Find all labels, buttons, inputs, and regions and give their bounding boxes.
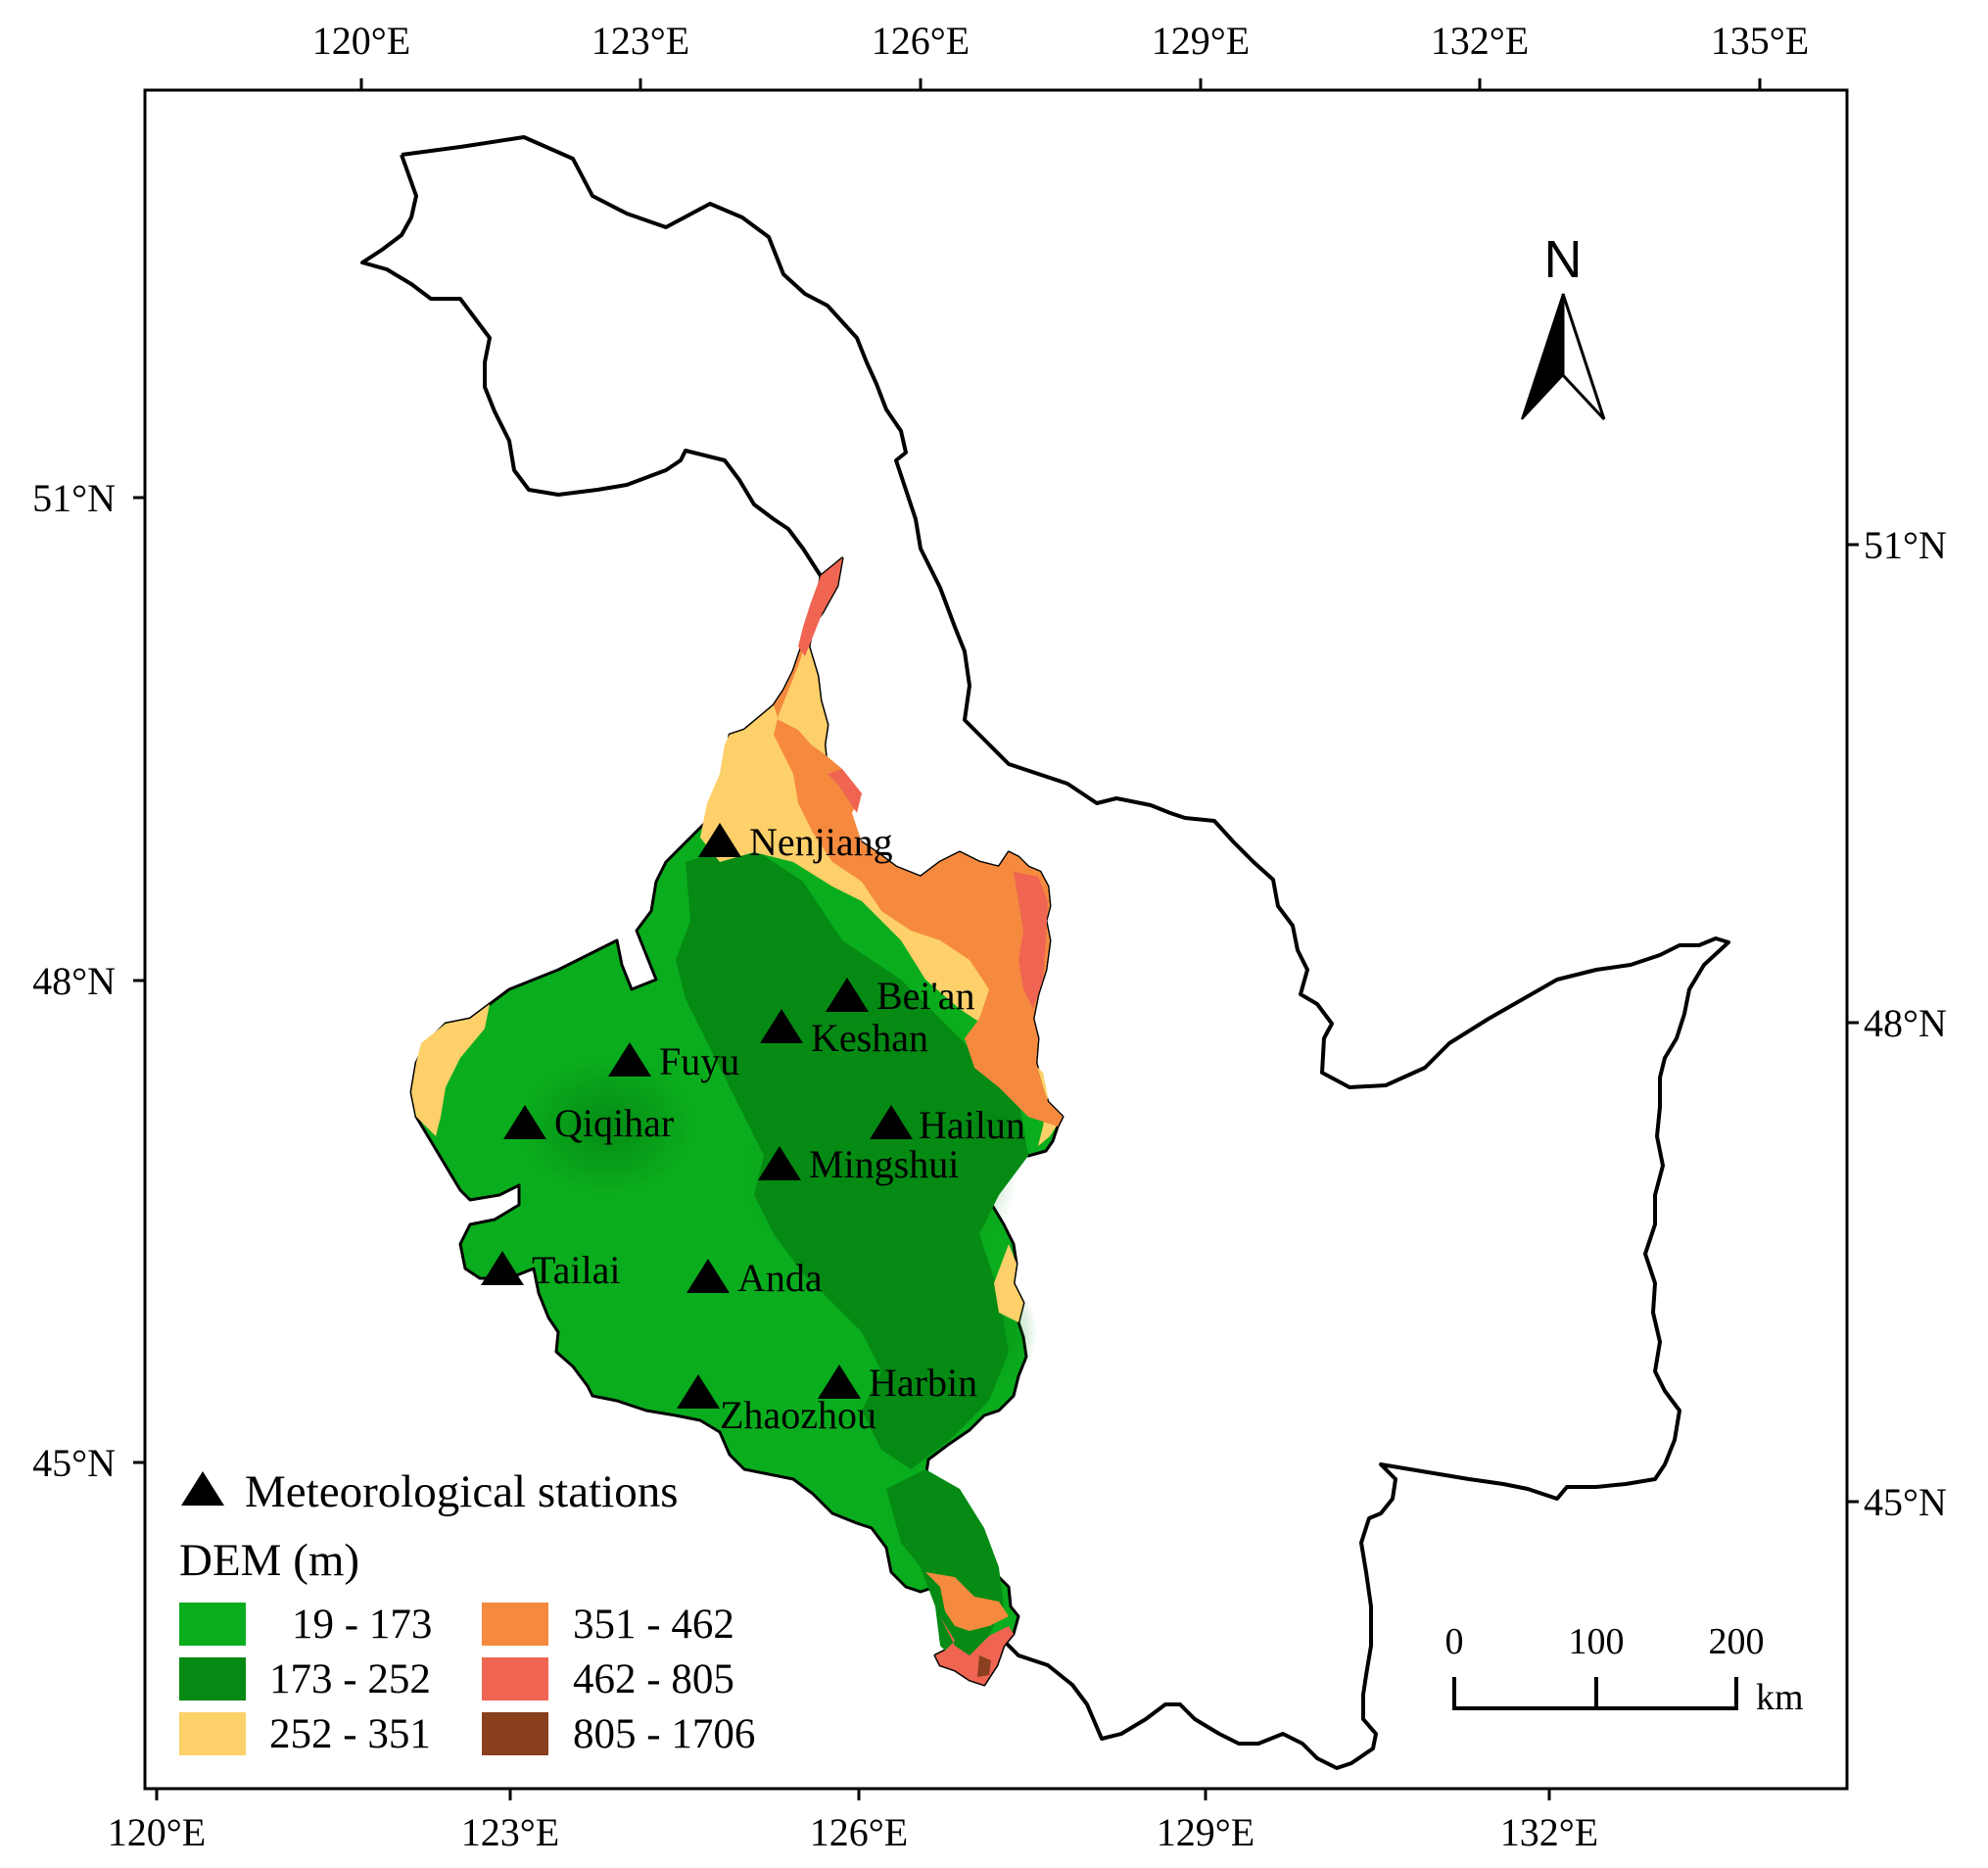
dem-class-805-1706: [977, 1655, 991, 1677]
legend-class-label: 462 - 805: [573, 1656, 734, 1702]
left-latitude-labels: 51°N 48°N 45°N: [32, 476, 116, 1485]
station-marker: [826, 978, 869, 1012]
station-label: Mingshui: [809, 1142, 959, 1186]
station-label: Bei'an: [876, 974, 975, 1018]
lat-label-left: 48°N: [32, 959, 116, 1003]
legend-class-label: 19 - 173: [292, 1602, 432, 1648]
lat-label-right: 48°N: [1864, 1001, 1947, 1045]
station-hailun[interactable]: Hailun: [870, 1103, 1025, 1147]
station-label: Tailai: [532, 1248, 621, 1292]
station-marker: [870, 1105, 913, 1139]
station-marker: [503, 1105, 546, 1139]
lon-label-top: 120°E: [312, 19, 410, 63]
dem-class-252-351-west: [411, 1004, 490, 1136]
dem-class-462-805-east: [1014, 872, 1048, 1009]
lon-label-top: 135°E: [1711, 19, 1809, 63]
station-marker: [608, 1042, 651, 1077]
right-latitude-labels: 51°N 48°N 45°N: [1864, 523, 1947, 1524]
lat-label-left: 45°N: [32, 1441, 116, 1485]
map-frame: [143, 88, 1849, 1791]
lat-label-right: 51°N: [1864, 523, 1947, 567]
dem-class-252-351-east: [994, 1244, 1023, 1322]
station-label: Qiqihar: [554, 1101, 674, 1145]
north-arrow-label: N: [1544, 230, 1583, 289]
dem-class-351-462: [774, 558, 1063, 1126]
station-marker: [481, 1251, 524, 1285]
province-boundary: [401, 135, 1730, 1770]
scale-label: 100: [1569, 1621, 1625, 1662]
station-qiqihar[interactable]: Qiqihar: [503, 1101, 674, 1145]
station-zhaozhou[interactable]: Zhaozhou: [677, 1374, 876, 1437]
lon-label-top: 123°E: [592, 19, 689, 63]
frame-ticks: [133, 78, 1859, 1800]
station-label: Zhaozhou: [720, 1393, 876, 1437]
station-mingshui[interactable]: Mingshui: [758, 1142, 959, 1186]
dem-class-252-351: [700, 558, 1063, 1146]
station-nenjiang[interactable]: Nenjiang: [698, 820, 893, 864]
lat-label-right: 45°N: [1864, 1480, 1947, 1524]
north-arrow-left-half: [1521, 293, 1564, 420]
lon-label-bottom: 129°E: [1157, 1810, 1254, 1854]
station-label: Fuyu: [659, 1039, 739, 1083]
stations-layer: Nenjiang Bei'an Keshan Fuyu Qiqihar Hail…: [481, 820, 1025, 1437]
study-area: [409, 556, 1065, 1687]
province-boundary-west: [360, 154, 823, 578]
station-keshan[interactable]: Keshan: [760, 1009, 928, 1060]
lon-label-bottom: 120°E: [108, 1810, 206, 1854]
legend-swatch: [179, 1712, 246, 1755]
station-marker: [686, 1259, 730, 1293]
lon-label-bottom: 126°E: [810, 1810, 908, 1854]
lon-label-top: 132°E: [1431, 19, 1529, 63]
dem-class-462-805-north: [828, 769, 862, 813]
legend: Meteorological stations DEM (m) 19 - 173…: [179, 1466, 755, 1757]
legend-swatch: [482, 1657, 548, 1700]
scale-label: 200: [1709, 1621, 1765, 1662]
station-tailai[interactable]: Tailai: [481, 1248, 621, 1292]
station-marker: [760, 1009, 803, 1043]
station-marker: [698, 823, 741, 857]
lat-label-left: 51°N: [32, 476, 116, 520]
legend-swatch: [179, 1603, 246, 1646]
station-label: Nenjiang: [749, 820, 893, 864]
north-arrow-right-half: [1561, 293, 1606, 421]
lon-label-top: 129°E: [1152, 19, 1250, 63]
station-label: Harbin: [869, 1361, 977, 1405]
station-label: Hailun: [919, 1103, 1025, 1147]
dem-shade: [744, 1068, 1018, 1283]
station-marker: [677, 1374, 720, 1409]
legend-class-label: 252 - 351: [269, 1711, 431, 1757]
lon-label-top: 126°E: [872, 19, 970, 63]
station-anda[interactable]: Anda: [686, 1256, 823, 1300]
lon-label-bottom: 132°E: [1500, 1810, 1598, 1854]
station-fuyu[interactable]: Fuyu: [608, 1039, 739, 1083]
legend-stations-label: Meteorological stations: [245, 1466, 678, 1517]
scale-bar: 0 100 200 km: [1445, 1621, 1804, 1718]
station-label: Keshan: [811, 1016, 928, 1060]
dem-class-462-805: [798, 558, 842, 656]
station-label: Anda: [737, 1256, 823, 1300]
lon-label-bottom: 123°E: [461, 1810, 559, 1854]
dem-class-351-462-southeast: [925, 1572, 1009, 1631]
dem-class-462-805-southeast: [935, 1616, 1014, 1685]
legend-class-label: 173 - 252: [269, 1656, 431, 1702]
station-beian[interactable]: Bei'an: [826, 974, 975, 1018]
station-harbin[interactable]: Harbin: [818, 1361, 977, 1405]
station-marker: [758, 1146, 801, 1180]
station-marker: [818, 1365, 861, 1399]
legend-swatch: [179, 1657, 246, 1700]
bottom-longitude-labels: 120°E 123°E 126°E 129°E 132°E: [108, 1810, 1598, 1854]
legend-dem-title: DEM (m): [179, 1535, 359, 1586]
scale-label: 0: [1445, 1621, 1464, 1662]
scale-unit: km: [1756, 1677, 1804, 1718]
legend-class-label: 805 - 1706: [573, 1711, 755, 1757]
north-arrow: N: [1521, 230, 1606, 421]
top-longitude-labels: 120°E 123°E 126°E 129°E 132°E 135°E: [312, 19, 1809, 63]
legend-swatch: [482, 1712, 548, 1755]
legend-swatch: [482, 1603, 548, 1646]
legend-station-marker: [181, 1471, 224, 1506]
dem-shade: [519, 1058, 695, 1195]
legend-class-label: 351 - 462: [573, 1602, 734, 1648]
